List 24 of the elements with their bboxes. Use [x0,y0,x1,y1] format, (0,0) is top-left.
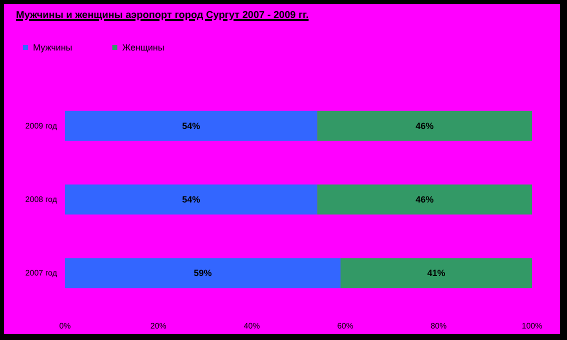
data-label: 46% [416,194,434,204]
y-tick-label: 2008 год [25,195,58,204]
legend-label: Мужчины [33,42,72,52]
bar [65,110,318,141]
bar [65,258,341,288]
y-tick-label: 2007 год [25,268,58,278]
bar [340,258,532,288]
chart-title: Мужчины и женщины аэропорт город Сургут 2007 - 2009 гг. [16,10,309,21]
bar [65,184,318,214]
y-tick-label: 2009 год [25,121,58,130]
x-tick-label: 100% [522,322,542,330]
data-label: 41% [427,268,446,278]
x-tick-label: 0% [59,322,71,330]
x-tick-label: 40% [244,322,260,330]
data-label: 54% [182,194,200,204]
x-tick-label: 80% [430,322,447,330]
data-label: 54% [182,120,200,131]
bar [317,110,532,141]
x-tick-label: 20% [150,322,166,330]
x-tick-label: 60% [337,322,354,330]
bar [317,184,532,214]
legend-label: Женщины [122,42,164,52]
data-label: 46% [416,120,434,131]
data-label: 59% [194,268,212,278]
